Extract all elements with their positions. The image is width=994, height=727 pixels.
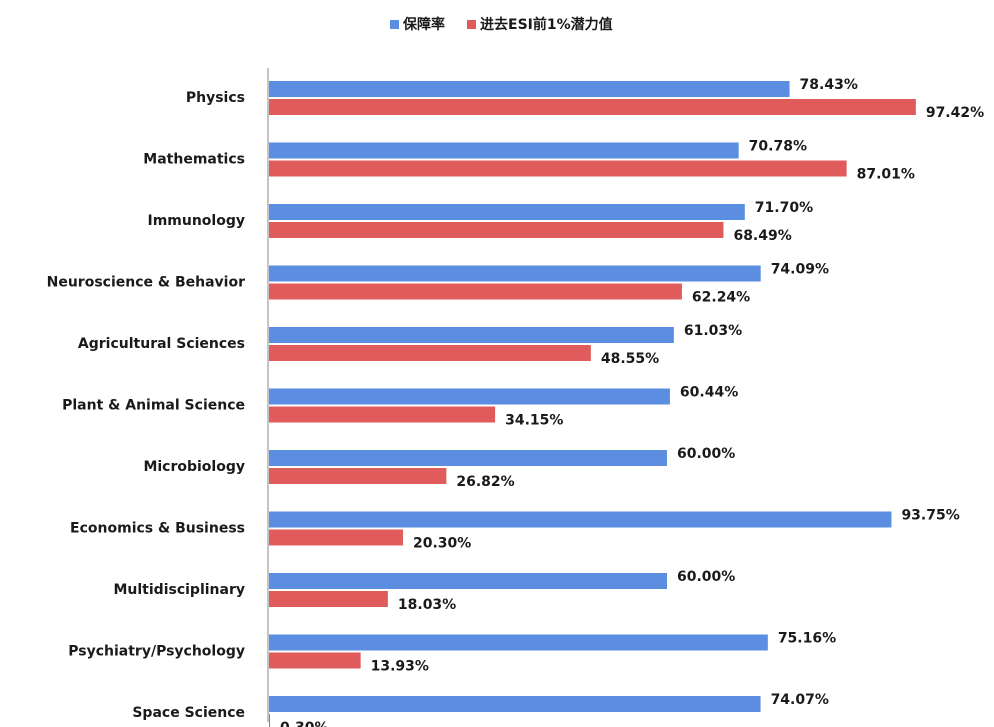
bar <box>269 204 745 220</box>
bar <box>269 450 667 466</box>
value-label: 74.07% <box>771 692 829 708</box>
value-label: 71.70% <box>755 200 813 216</box>
value-label: 48.55% <box>601 351 659 367</box>
bar <box>269 573 667 589</box>
legend-swatch <box>390 20 399 29</box>
bar <box>269 714 270 727</box>
value-label: 62.24% <box>692 290 750 306</box>
bar <box>269 468 447 484</box>
bar <box>269 81 790 97</box>
value-label: 74.09% <box>771 262 829 278</box>
legend-swatch <box>467 20 476 29</box>
legend-label: 保障率 <box>402 16 445 33</box>
bar <box>269 222 724 238</box>
bar <box>269 652 361 669</box>
value-label: 75.16% <box>778 631 836 647</box>
bar <box>269 160 847 177</box>
value-label: 61.03% <box>684 323 742 339</box>
category-label: Immunology <box>147 213 245 229</box>
bar <box>269 696 761 712</box>
value-label: 97.42% <box>926 105 984 121</box>
value-label: 68.49% <box>733 228 791 244</box>
value-label: 18.03% <box>398 597 456 613</box>
bar <box>269 345 591 361</box>
value-label: 87.01% <box>857 167 915 183</box>
bar <box>269 406 496 423</box>
bar <box>269 283 682 300</box>
value-label: 60.44% <box>680 385 738 401</box>
bar <box>269 327 674 343</box>
value-label: 70.78% <box>749 139 807 155</box>
category-label: Economics & Business <box>70 521 245 537</box>
bar <box>269 388 670 405</box>
category-label: Space Science <box>132 705 245 721</box>
legend-label: 进去ESI前1%潜力值 <box>480 16 613 33</box>
category-label: Multidisciplinary <box>113 582 245 598</box>
value-label: 93.75% <box>901 508 959 524</box>
value-label: 60.00% <box>677 446 735 462</box>
bar <box>269 265 761 282</box>
category-label: Psychiatry/Psychology <box>68 644 245 660</box>
value-label: 60.00% <box>677 569 735 585</box>
bar <box>269 99 916 115</box>
value-label: 20.30% <box>413 536 471 552</box>
category-label: Neuroscience & Behavior <box>47 275 245 291</box>
bar <box>269 634 768 651</box>
value-label: 78.43% <box>800 77 858 93</box>
value-label: 34.15% <box>505 413 563 429</box>
category-label: Mathematics <box>143 152 245 168</box>
bar <box>269 529 403 546</box>
category-label: Plant & Animal Science <box>62 398 245 414</box>
category-label: Microbiology <box>143 459 245 475</box>
category-label: Agricultural Sciences <box>78 336 245 352</box>
value-label: 13.93% <box>371 659 429 675</box>
bar <box>269 511 892 528</box>
value-label: 26.82% <box>456 474 514 490</box>
bar <box>269 142 739 159</box>
bar <box>269 591 388 607</box>
category-label: Physics <box>186 90 245 106</box>
value-label: 0.30% <box>280 720 329 727</box>
